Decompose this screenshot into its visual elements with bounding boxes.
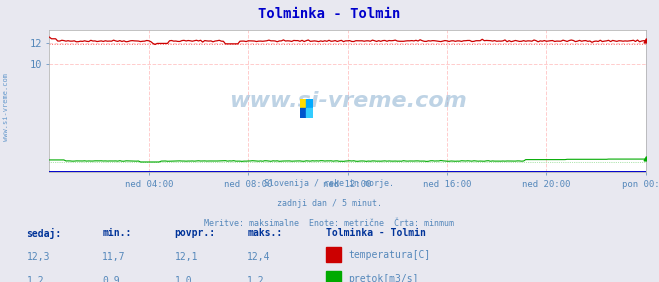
- Text: Tolminka - Tolmin: Tolminka - Tolmin: [258, 7, 401, 21]
- Text: zadnji dan / 5 minut.: zadnji dan / 5 minut.: [277, 199, 382, 208]
- Text: sedaj:: sedaj:: [26, 228, 61, 239]
- Text: 1,0: 1,0: [175, 276, 192, 282]
- Text: Tolminka - Tolmin: Tolminka - Tolmin: [326, 228, 426, 238]
- Text: Meritve: maksimalne  Enote: metrične  Črta: minmum: Meritve: maksimalne Enote: metrične Črta…: [204, 219, 455, 228]
- Text: Slovenija / reke in morje.: Slovenija / reke in morje.: [264, 179, 395, 188]
- Text: pretok[m3/s]: pretok[m3/s]: [349, 274, 419, 282]
- Text: 12,3: 12,3: [26, 252, 50, 262]
- Text: 12,4: 12,4: [247, 252, 271, 262]
- Text: www.si-vreme.com: www.si-vreme.com: [3, 73, 9, 141]
- Text: povpr.:: povpr.:: [175, 228, 215, 238]
- Text: maks.:: maks.:: [247, 228, 282, 238]
- Text: 11,7: 11,7: [102, 252, 126, 262]
- Text: 0,9: 0,9: [102, 276, 120, 282]
- Text: www.si-vreme.com: www.si-vreme.com: [229, 91, 467, 111]
- Text: 12,1: 12,1: [175, 252, 198, 262]
- Text: 1,2: 1,2: [247, 276, 265, 282]
- Text: 1,2: 1,2: [26, 276, 44, 282]
- Text: temperatura[C]: temperatura[C]: [349, 250, 431, 260]
- Text: min.:: min.:: [102, 228, 132, 238]
